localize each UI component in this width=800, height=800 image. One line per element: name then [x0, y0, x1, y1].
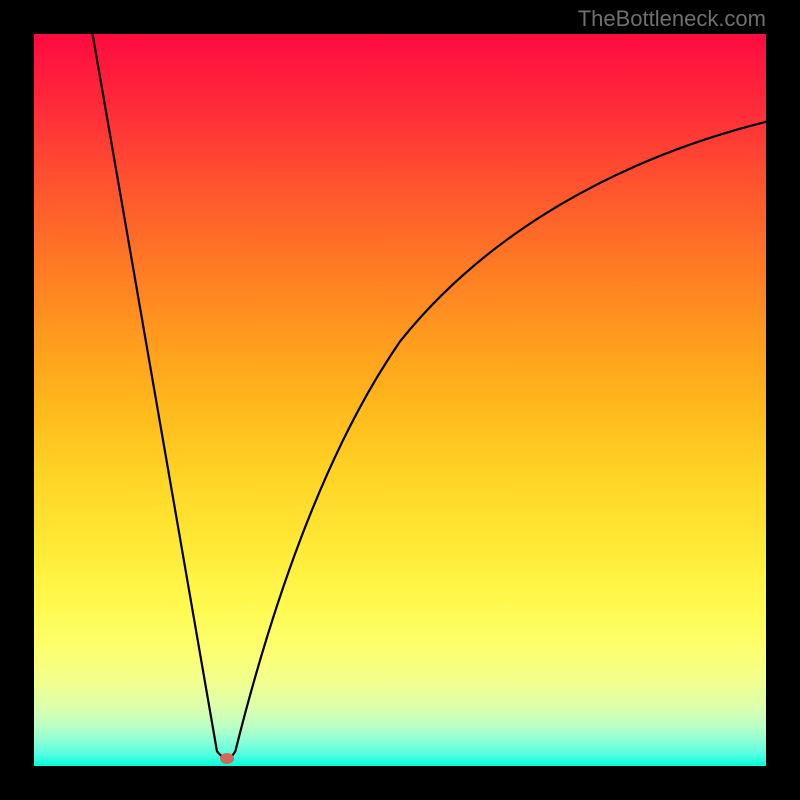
- bottleneck-curve: [93, 34, 766, 759]
- plot-area: [34, 34, 766, 766]
- chart-canvas: TheBottleneck.com: [0, 0, 800, 800]
- curve-layer: [34, 34, 766, 766]
- watermark-label: TheBottleneck.com: [578, 6, 766, 31]
- watermark-text: TheBottleneck.com: [578, 6, 766, 32]
- minimum-marker: [220, 753, 234, 764]
